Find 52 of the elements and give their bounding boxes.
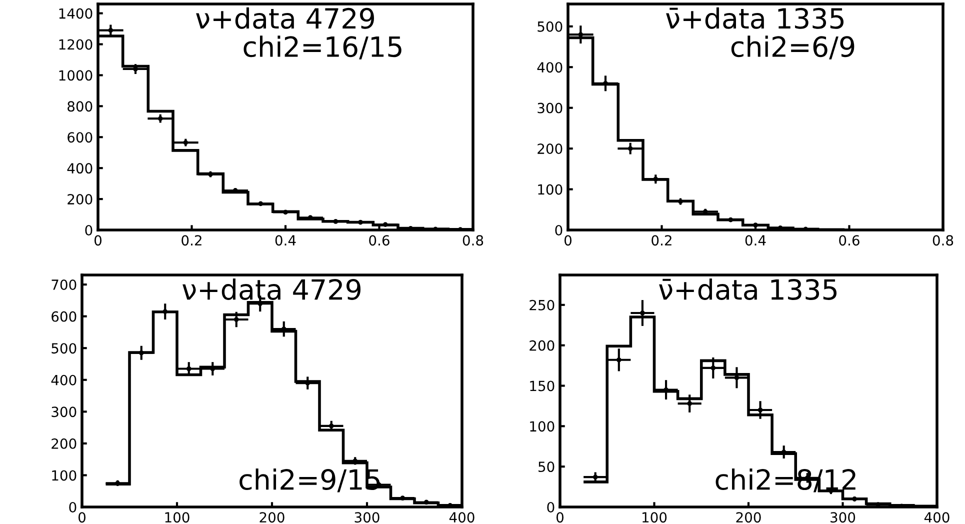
x-tick-label: 300	[354, 512, 380, 523]
y-tick-label: 1000	[59, 70, 92, 81]
chart-title: ν̄+data 1335	[666, 7, 844, 29]
x-tick-label: 400	[449, 512, 474, 523]
chart-title: ν̄+data 1335	[659, 278, 837, 300]
y-tick-label: 0	[555, 224, 562, 236]
x-tick-label: 200	[260, 512, 284, 523]
y-tick-label: 200	[538, 144, 562, 154]
y-tick-label: 200	[52, 438, 76, 449]
y-tick-label: 300	[538, 102, 562, 114]
y-tick-label: 150	[530, 380, 554, 392]
y-tick-label: 300	[52, 406, 76, 418]
y-tick-label: 200	[68, 194, 92, 205]
y-tick-label: 1400	[59, 8, 92, 19]
x-tick-label: 100	[642, 512, 667, 523]
x-tick-label: 400	[924, 512, 950, 523]
x-tick-label: 0.6	[369, 235, 390, 246]
y-tick-label: 250	[530, 300, 554, 310]
annotation: chi2=6/9	[731, 36, 854, 60]
y-tick-label: 0	[69, 502, 76, 512]
x-tick-label: 0.4	[745, 235, 766, 246]
x-tick-label: 0.4	[275, 235, 296, 246]
x-tick-label: 200	[736, 512, 761, 523]
x-tick-label: 100	[165, 512, 190, 523]
chart-title: ν+data 4729	[196, 7, 374, 29]
x-tick-label: 0.8	[462, 235, 484, 246]
y-tick-label: 200	[530, 340, 554, 351]
y-tick-label: 50	[538, 462, 554, 472]
x-tick-label: 0.6	[839, 235, 860, 246]
y-tick-label: 600	[68, 132, 92, 143]
y-tick-label: 100	[52, 470, 76, 481]
annotation: chi2=16/15	[244, 36, 402, 60]
y-tick-label: 1200	[59, 39, 92, 50]
y-tick-label: 100	[538, 184, 562, 195]
y-tick-label: 600	[52, 311, 76, 322]
x-tick-label: 300	[830, 512, 856, 523]
chart-title: ν+data 4729	[182, 278, 360, 300]
y-tick-label: 0	[85, 224, 92, 236]
x-tick-label: 0.8	[932, 235, 954, 246]
y-tick-label: 500	[538, 21, 562, 32]
y-tick-label: 500	[52, 343, 76, 354]
x-tick-label: 0.2	[182, 235, 202, 246]
y-tick-label: 400	[537, 62, 562, 73]
y-tick-label: 800	[68, 101, 92, 112]
x-tick-label: 0	[94, 235, 102, 246]
y-tick-label: 700	[52, 280, 76, 290]
x-tick-label: 0	[564, 235, 572, 246]
y-tick-label: 0	[547, 502, 554, 512]
x-tick-label: 0.2	[652, 235, 672, 246]
y-tick-label: 400	[51, 374, 76, 386]
y-tick-label: 100	[530, 421, 554, 432]
y-tick-label: 400	[67, 163, 92, 174]
